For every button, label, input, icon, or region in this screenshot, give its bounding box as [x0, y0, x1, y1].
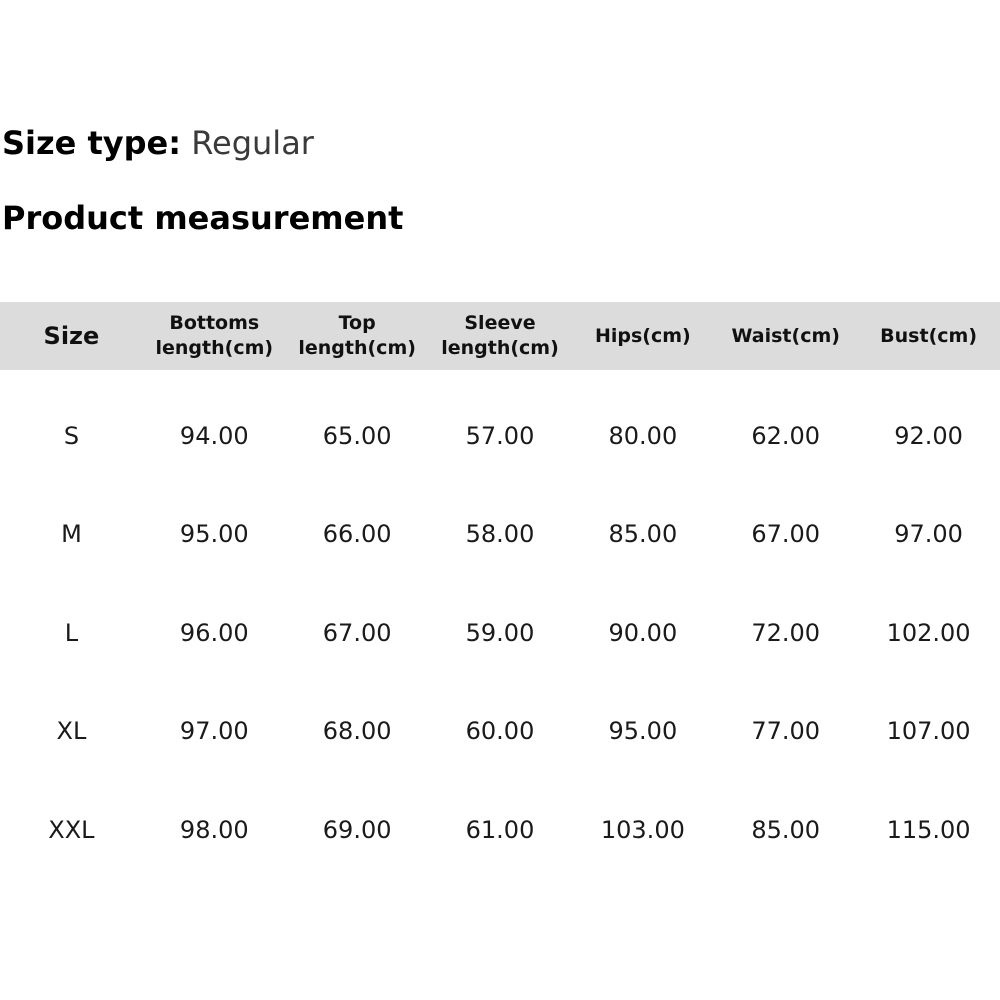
measurement-cell: 98.00: [179, 815, 249, 844]
measurement-cell: 107.00: [886, 717, 971, 746]
measurement-cell: 85.00: [608, 520, 678, 549]
measurement-cell: 115.00: [886, 815, 971, 844]
column-header: Bottoms length(cm): [155, 312, 274, 359]
column-header: Sleeve length(cm): [441, 312, 559, 359]
size-cell: XL: [56, 717, 87, 746]
measurement-cell: 102.00: [886, 618, 971, 647]
table-row: M 95.00 66.00 58.00 85.00 67.00 97.00: [0, 504, 1000, 564]
measurement-cell: 96.00: [179, 618, 249, 647]
measurement-cell: 90.00: [608, 618, 678, 647]
size-type-value: Regular: [191, 124, 314, 162]
column-header: Top length(cm): [298, 312, 416, 359]
table-row: XXL 98.00 69.00 61.00 103.00 85.00 115.00: [0, 800, 1000, 860]
column-header: Bust(cm): [880, 324, 977, 347]
measurement-cell: 59.00: [465, 618, 535, 647]
measurement-cell: 77.00: [751, 717, 821, 746]
measurement-cell: 57.00: [465, 422, 535, 450]
size-cell: L: [64, 618, 79, 647]
size-cell: S: [63, 422, 80, 450]
table-row: S 94.00 65.00 57.00 80.00 62.00 92.00: [0, 406, 1000, 466]
measurement-cell: 94.00: [179, 422, 249, 450]
measurement-cell: 61.00: [465, 815, 535, 844]
measurement-cell: 103.00: [600, 815, 685, 844]
column-header: Size: [43, 321, 100, 350]
size-cell: M: [61, 520, 82, 549]
table-row: L 96.00 67.00 59.00 90.00 72.00 102.00: [0, 603, 1000, 663]
size-type-label: Size type:: [2, 124, 182, 162]
table-header: Size Bottoms length(cm) Top length(cm) Slee…: [0, 302, 1000, 370]
measurement-cell: 95.00: [179, 520, 249, 549]
measurement-cell: 97.00: [894, 520, 963, 549]
column-header: Waist(cm): [731, 324, 840, 347]
measurement-cell: 97.00: [179, 717, 249, 746]
measurement-cell: 68.00: [322, 717, 392, 746]
size-cell: XXL: [48, 815, 95, 844]
measurement-cell: 85.00: [751, 815, 821, 844]
measurement-cell: 67.00: [322, 618, 392, 647]
measurement-cell: 66.00: [322, 520, 392, 549]
measurement-cell: 65.00: [322, 422, 392, 450]
measurement-cell: 95.00: [608, 717, 678, 746]
measurement-cell: 58.00: [465, 520, 535, 549]
measurement-cell: 62.00: [751, 422, 821, 450]
measurement-cell: 60.00: [465, 717, 535, 746]
measurement-cell: 92.00: [894, 422, 963, 450]
column-header: Hips(cm): [594, 324, 691, 347]
measurement-cell: 69.00: [322, 815, 392, 844]
table-row: XL 97.00 68.00 60.00 95.00 77.00 107.00: [0, 701, 1000, 761]
measurement-cell: 72.00: [751, 618, 821, 647]
size-type: Size type: Regular: [2, 124, 314, 162]
section-title: Product measurement: [2, 199, 404, 237]
measurement-cell: 80.00: [608, 422, 678, 450]
measurement-cell: 67.00: [751, 520, 821, 549]
